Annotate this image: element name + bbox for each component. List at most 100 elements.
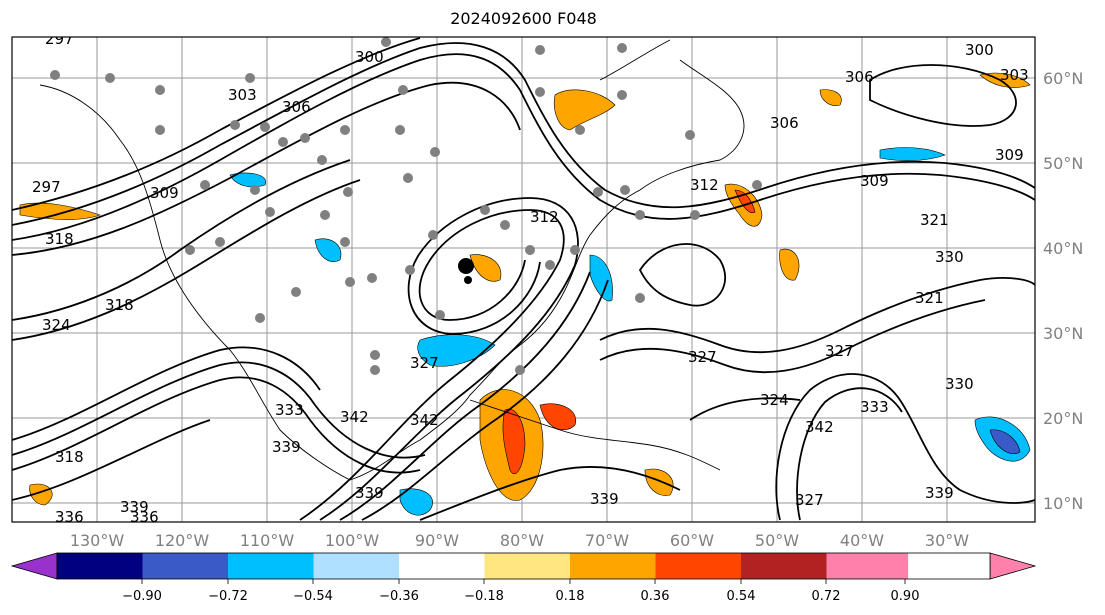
- contour-label: 324: [760, 391, 789, 409]
- station-marker: [370, 350, 380, 360]
- colorbar-tick-label: 0.90: [891, 589, 920, 604]
- colorbar-segment: [570, 553, 656, 579]
- station-marker: [435, 310, 445, 320]
- station-marker: [155, 125, 165, 135]
- contour-label: 339: [355, 484, 384, 502]
- colorbar-segment: [655, 553, 741, 579]
- station-marker: [255, 313, 265, 323]
- contour-label: 306: [770, 114, 799, 132]
- contour-label: 333: [860, 398, 889, 416]
- contour-label: 306: [845, 68, 874, 86]
- colorbar-tick-label: −0.54: [293, 589, 333, 604]
- station-marker-small: [464, 276, 472, 284]
- colorbar-ticks: [141, 579, 906, 584]
- station-marker: [403, 173, 413, 183]
- contour-label: 342: [410, 411, 439, 429]
- station-marker: [300, 133, 310, 143]
- lon-label: 110°W: [240, 531, 295, 550]
- station-marker: [480, 205, 490, 215]
- contour-label: 318: [105, 296, 134, 314]
- lon-label: 90°W: [415, 531, 459, 550]
- colorbar-tick-label: 0.54: [727, 589, 756, 604]
- latitude-labels: 60°N 50°N 40°N 30°N 20°N 10°N: [1043, 69, 1083, 513]
- colorbar-segment: [57, 553, 143, 579]
- contour-label: 336: [55, 508, 84, 526]
- contour-label: 309: [860, 172, 889, 190]
- colorbar-tick-label: 0.36: [641, 589, 670, 604]
- lon-label: 70°W: [585, 531, 629, 550]
- station-marker: [367, 273, 377, 283]
- lon-label: 120°W: [155, 531, 210, 550]
- station-marker: [545, 260, 555, 270]
- contour-label: 342: [805, 418, 834, 436]
- lat-label: 50°N: [1043, 154, 1083, 173]
- station-marker: [278, 137, 288, 147]
- station-marker: [370, 365, 380, 375]
- colorbar: −0.90 −0.72 −0.54 −0.36 −0.18 0.18 0.36 …: [10, 552, 1037, 604]
- contour-label: 339: [925, 484, 954, 502]
- station-marker: [575, 125, 585, 135]
- contour-label: 318: [45, 230, 74, 248]
- station-marker: [345, 277, 355, 287]
- station-marker: [265, 207, 275, 217]
- contour-label: 339: [120, 498, 149, 516]
- map-title: 2024092600 F048: [450, 9, 597, 28]
- lat-label: 30°N: [1043, 324, 1083, 343]
- station-marker: [200, 180, 210, 190]
- station-marker: [291, 287, 301, 297]
- contour-label: 309: [150, 184, 179, 202]
- lon-label: 30°W: [925, 531, 969, 550]
- station-marker: [317, 155, 327, 165]
- station-marker: [617, 90, 627, 100]
- station-marker: [398, 85, 408, 95]
- contour-label: 327: [795, 491, 824, 509]
- longitude-labels: 130°W 120°W 110°W 100°W 90°W 80°W 70°W 6…: [70, 531, 969, 550]
- station-markers: [50, 37, 762, 375]
- contour-label: 327: [410, 354, 439, 372]
- coastlines: [39, 39, 745, 481]
- station-marker: [525, 245, 535, 255]
- lon-label: 130°W: [70, 531, 125, 550]
- contour-label: 297: [32, 178, 61, 196]
- contour-label: 333: [275, 401, 304, 419]
- station-marker: [260, 122, 270, 132]
- contour-label: 321: [920, 211, 949, 229]
- colorbar-outline: [56, 552, 991, 580]
- contour-label: 330: [945, 375, 974, 393]
- colorbar-segment: [908, 553, 990, 579]
- contour-label: 303: [228, 86, 257, 104]
- colorbar-segment: [826, 553, 909, 579]
- contour-label: 297: [45, 30, 74, 48]
- station-marker: [230, 120, 240, 130]
- colorbar-extend-high: [989, 552, 1037, 580]
- colorbar-segment: [313, 553, 399, 579]
- contour-lines: [12, 37, 1035, 521]
- contour-label: 339: [590, 490, 619, 508]
- lon-label: 40°W: [840, 531, 884, 550]
- station-marker: [428, 230, 438, 240]
- contour-label: 312: [690, 176, 719, 194]
- station-marker: [320, 210, 330, 220]
- station-marker: [685, 130, 695, 140]
- contour-label: 327: [825, 342, 854, 360]
- station-marker-highlight: [458, 258, 474, 274]
- station-marker: [617, 43, 627, 53]
- station-marker: [185, 245, 195, 255]
- station-marker: [635, 210, 645, 220]
- colorbar-segment: [399, 553, 485, 579]
- contour-label: 342: [340, 408, 369, 426]
- map-frame: [11, 36, 1036, 523]
- contour-label: 324: [42, 316, 71, 334]
- contour-label: 336: [130, 508, 159, 526]
- station-marker: [250, 185, 260, 195]
- station-marker: [340, 125, 350, 135]
- lat-label: 40°N: [1043, 239, 1083, 258]
- contour-label: 309: [995, 146, 1024, 164]
- station-marker: [381, 37, 391, 47]
- station-marker: [105, 73, 115, 83]
- shaded-fields: [19, 72, 1031, 516]
- station-marker: [340, 237, 350, 247]
- contour-label: 339: [272, 438, 301, 456]
- station-marker: [50, 70, 60, 80]
